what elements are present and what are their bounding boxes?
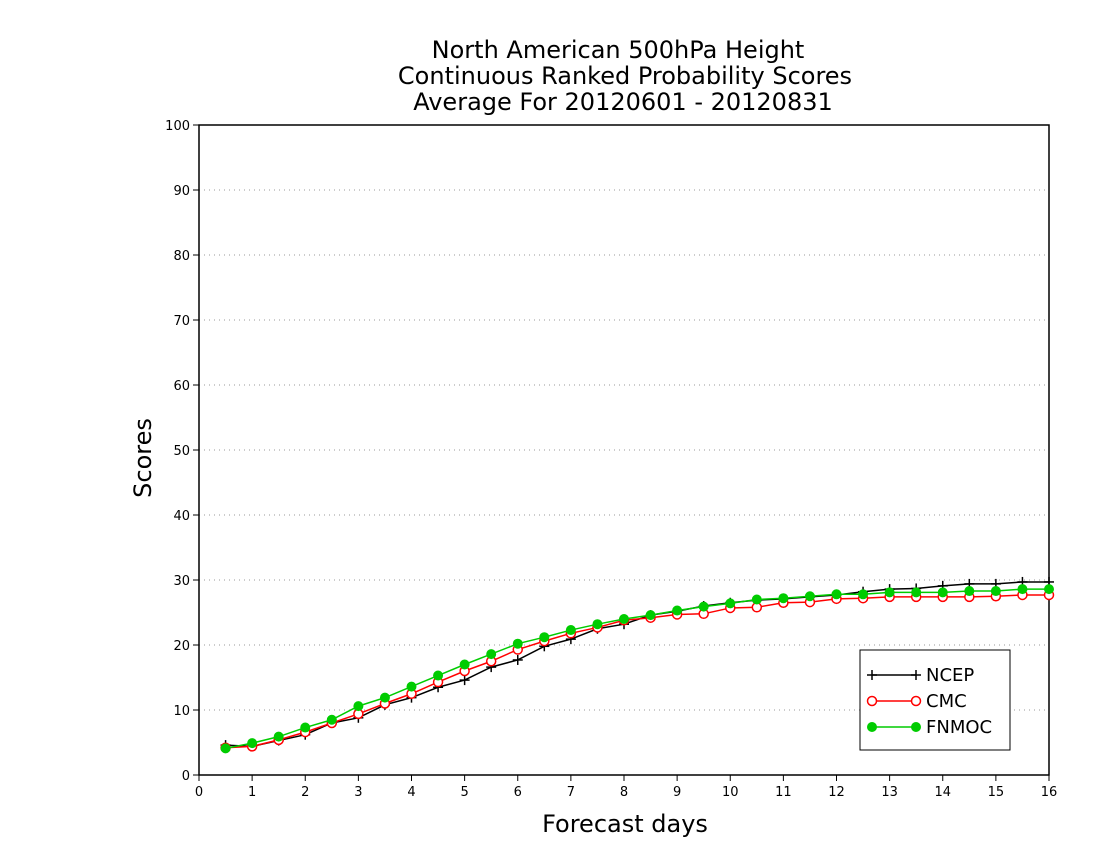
data-point-fnmoc (539, 632, 550, 643)
data-point-fnmoc (858, 589, 869, 600)
y-tick-label: 0 (182, 769, 190, 784)
x-tick-label: 7 (567, 785, 575, 800)
data-point-fnmoc (619, 614, 629, 624)
x-tick-label: 0 (195, 785, 203, 800)
series-layer (220, 576, 1055, 754)
data-point-fnmoc (220, 743, 231, 754)
x-tick-label: 1 (248, 785, 256, 800)
data-point-fnmoc (486, 649, 497, 660)
data-point-fnmoc (698, 601, 709, 612)
data-point-fnmoc (937, 587, 948, 598)
y-tick-label: 40 (173, 509, 190, 524)
gridlines (199, 189, 1049, 711)
data-point-fnmoc (964, 586, 975, 597)
legend-marker (866, 695, 878, 707)
y-tick-label: 70 (173, 314, 190, 329)
x-tick-label: 8 (620, 785, 628, 800)
y-tick-label: 60 (173, 379, 190, 394)
legend-marker (910, 695, 922, 707)
legend: NCEP CMC FNMOC (859, 649, 1011, 751)
legend-label: FNMOC (926, 717, 992, 738)
data-point-fnmoc (406, 681, 417, 692)
data-point-fnmoc (911, 587, 922, 598)
legend-box (859, 649, 1011, 751)
data-point-fnmoc (326, 714, 337, 725)
data-point-fnmoc (433, 670, 444, 681)
x-tick-label: 2 (301, 785, 309, 800)
x-tick-label: 9 (673, 785, 681, 800)
data-point-fnmoc (379, 692, 390, 703)
data-point-ncep (512, 654, 523, 665)
chart-title-line-2: Continuous Ranked Probability Scores (398, 62, 852, 90)
data-point-fnmoc (725, 598, 736, 609)
x-tick-label: 12 (828, 785, 845, 800)
legend-marker (911, 670, 921, 680)
chart-title-line-3: Average For 20120601 - 20120831 (413, 88, 833, 116)
data-point-fnmoc (459, 659, 470, 670)
data-point-fnmoc (990, 586, 1001, 597)
data-point-fnmoc (300, 722, 311, 733)
data-point-fnmoc (592, 619, 603, 630)
y-axis-label: Scores (129, 418, 157, 498)
x-tick-label: 5 (460, 785, 468, 800)
x-tick-label: 13 (881, 785, 898, 800)
x-tick-label: 15 (988, 785, 1005, 800)
data-point-fnmoc (778, 593, 789, 604)
data-point-fnmoc (512, 638, 523, 649)
data-point-fnmoc (672, 605, 683, 616)
legend-marker (911, 722, 921, 732)
data-point-fnmoc (751, 594, 762, 605)
legend-marker (867, 722, 877, 732)
data-point-fnmoc (273, 731, 284, 742)
data-point-fnmoc (831, 589, 842, 600)
data-point-fnmoc (884, 587, 895, 598)
y-tick-label: 30 (173, 574, 190, 589)
data-point-fnmoc (645, 610, 656, 621)
x-tick-label: 3 (354, 785, 362, 800)
legend-label: NCEP (926, 665, 974, 686)
data-point-fnmoc (1044, 584, 1054, 595)
chart-title-line-1: North American 500hPa Height (432, 36, 805, 64)
legend-item-cmc: CMC (866, 691, 967, 712)
y-tick-label: 20 (173, 639, 190, 654)
data-point-ncep (459, 675, 470, 686)
x-tick-label: 4 (407, 785, 415, 800)
legend-label: CMC (926, 691, 967, 712)
y-tick-label: 80 (173, 249, 190, 264)
legend-item-fnmoc: FNMOC (867, 717, 992, 738)
legend-item-ncep: NCEP (867, 665, 974, 686)
data-point-fnmoc (247, 738, 258, 749)
y-tick-label: 10 (173, 704, 190, 719)
data-point-fnmoc (565, 625, 576, 636)
chart-title: North American 500hPa Height Continuous … (398, 36, 852, 116)
y-tick-label: 50 (173, 444, 190, 459)
legend-marker (867, 670, 877, 680)
series-fnmoc (220, 584, 1054, 754)
x-tick-label: 6 (514, 785, 522, 800)
x-tick-label: 11 (775, 785, 792, 800)
x-axis-label: Forecast days (542, 810, 708, 838)
x-tick-label: 16 (1041, 785, 1058, 800)
data-point-fnmoc (353, 701, 364, 712)
data-point-fnmoc (1017, 584, 1028, 595)
x-tick-label: 14 (934, 785, 951, 800)
y-tick-label: 90 (173, 184, 190, 199)
x-tick-label: 10 (722, 785, 739, 800)
data-point-fnmoc (804, 591, 815, 602)
y-tick-label: 100 (165, 119, 190, 134)
